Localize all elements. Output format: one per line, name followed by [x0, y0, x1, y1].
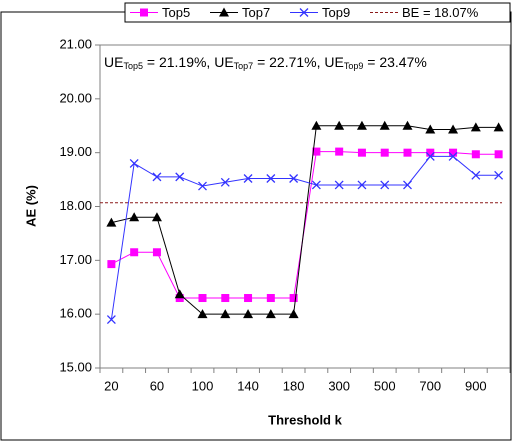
- data-point: [266, 174, 276, 183]
- data-point: [357, 180, 367, 190]
- annotation-part: = 21.19%,: [143, 54, 214, 70]
- data-point: [403, 180, 412, 190]
- data-point: [312, 147, 321, 156]
- data-point: [425, 151, 435, 161]
- x-tick-label: 180: [283, 378, 305, 393]
- annotation-part: UE: [214, 54, 233, 70]
- annotation-part: = 23.47%: [363, 54, 426, 70]
- data-point: [198, 181, 207, 191]
- x-tick-label: 900: [465, 378, 487, 393]
- data-point: [470, 122, 481, 132]
- data-point: [152, 248, 161, 257]
- data-point: [493, 122, 504, 132]
- data-point: [220, 309, 231, 319]
- data-point: [265, 309, 276, 319]
- data-point: [288, 309, 299, 319]
- data-point: [107, 260, 116, 269]
- data-point: [471, 170, 481, 180]
- x-tick-label: 100: [192, 378, 214, 393]
- x-tick-label: 20: [104, 378, 118, 393]
- data-point: [379, 120, 390, 130]
- data-point: [448, 151, 458, 161]
- data-point: [244, 294, 253, 303]
- data-point: [129, 212, 140, 222]
- data-point: [106, 217, 117, 227]
- annotation-part: Top9: [344, 61, 364, 71]
- data-point: [289, 294, 298, 303]
- annotation: UETop5 = 21.19%, UETop7 = 22.71%, UETop9…: [104, 54, 427, 72]
- data-point: [356, 120, 367, 130]
- data-point: [198, 294, 207, 303]
- data-point: [311, 180, 321, 190]
- annotation-part: UE: [324, 54, 343, 70]
- data-point: [448, 124, 459, 134]
- y-tick-label: 18.00: [59, 198, 92, 213]
- data-point: [380, 180, 390, 190]
- legend-label: Top5: [162, 5, 190, 20]
- y-tick-label: 21.00: [59, 36, 92, 51]
- x-tick-label: 500: [374, 378, 396, 393]
- data-point: [403, 148, 412, 157]
- data-point: [130, 248, 139, 257]
- data-point: [129, 158, 139, 168]
- annotation-part: Top7: [234, 61, 254, 71]
- legend-marker: [219, 7, 229, 17]
- legend-marker: [299, 8, 309, 17]
- y-tick-label: 16.00: [59, 306, 92, 321]
- legend-label: BE = 18.07%: [402, 5, 479, 20]
- data-point: [357, 148, 366, 157]
- data-point: [152, 172, 162, 182]
- x-tick-label: 700: [419, 378, 441, 393]
- y-tick-label: 20.00: [59, 90, 92, 105]
- y-tick-label: 17.00: [59, 252, 92, 267]
- x-tick-label: 300: [328, 378, 350, 393]
- data-point: [426, 148, 435, 157]
- data-point: [175, 172, 185, 182]
- plot-area: [99, 44, 511, 369]
- data-point: [106, 315, 116, 325]
- legend-marker: [140, 8, 148, 17]
- data-point: [266, 294, 275, 303]
- data-point: [334, 180, 344, 190]
- series-line: [110, 155, 499, 320]
- data-point: [174, 289, 185, 299]
- data-point: [243, 309, 254, 319]
- data-point: [335, 147, 344, 156]
- series-line: [111, 125, 499, 315]
- data-point: [311, 120, 322, 130]
- data-point: [220, 177, 230, 187]
- data-point: [289, 174, 299, 183]
- y-tick-label: 19.00: [59, 144, 92, 159]
- legend-label: Top9: [322, 5, 350, 20]
- data-point: [334, 120, 345, 130]
- x-tick-label: 60: [150, 378, 164, 393]
- data-point: [402, 120, 413, 130]
- annotation-part: Top5: [123, 61, 143, 71]
- data-point: [471, 150, 480, 159]
- data-point: [494, 170, 504, 180]
- data-point: [449, 148, 458, 157]
- data-point: [151, 212, 162, 222]
- data-point: [197, 309, 208, 319]
- data-point: [221, 294, 230, 303]
- x-axis-title: Threshold k: [268, 412, 342, 427]
- y-axis-title: AE (%): [23, 185, 38, 227]
- data-point: [425, 124, 436, 134]
- annotation-part: UE: [104, 54, 123, 70]
- legend-label: Top7: [242, 5, 270, 20]
- data-point: [494, 150, 503, 159]
- data-point: [243, 174, 253, 183]
- data-point: [380, 148, 389, 157]
- annotation-part: = 22.71%,: [253, 54, 324, 70]
- x-tick-label: 140: [237, 378, 259, 393]
- y-tick-label: 15.00: [59, 359, 92, 374]
